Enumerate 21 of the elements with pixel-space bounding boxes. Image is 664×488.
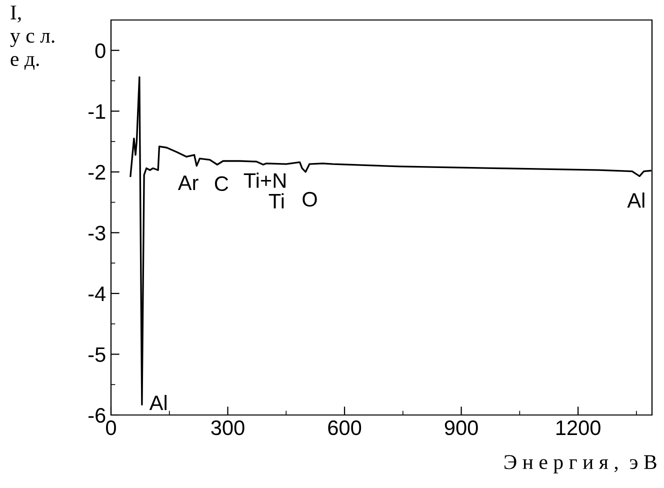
annotation: Al <box>627 192 644 208</box>
annotation: Ti+N <box>244 172 286 188</box>
y-axis-title: I, у с л. е д. <box>10 6 54 70</box>
y-tick-label: -1 <box>88 104 106 119</box>
y-tick-label: -2 <box>88 164 106 180</box>
x-tick-label: 0 <box>106 420 116 436</box>
y-tick-label: 0 <box>95 43 106 58</box>
annotation: Al <box>149 394 166 410</box>
y-tick-label: -5 <box>88 347 106 362</box>
annotation: O <box>302 192 317 207</box>
y-tick-label: -3 <box>88 226 106 240</box>
y-tick-label: -4 <box>88 286 106 302</box>
x-tick-label: 900 <box>444 420 478 436</box>
x-axis-title: Э н е р г и я , э В <box>504 455 656 474</box>
annotation: Ar <box>178 176 198 190</box>
x-tick-label: 1200 <box>556 420 600 436</box>
annotation: C <box>214 176 228 192</box>
annotation: Ti <box>268 193 284 208</box>
x-tick-label: 300 <box>211 420 244 436</box>
x-tick-label: 600 <box>328 420 362 436</box>
y-tick-label: -6 <box>88 408 106 423</box>
